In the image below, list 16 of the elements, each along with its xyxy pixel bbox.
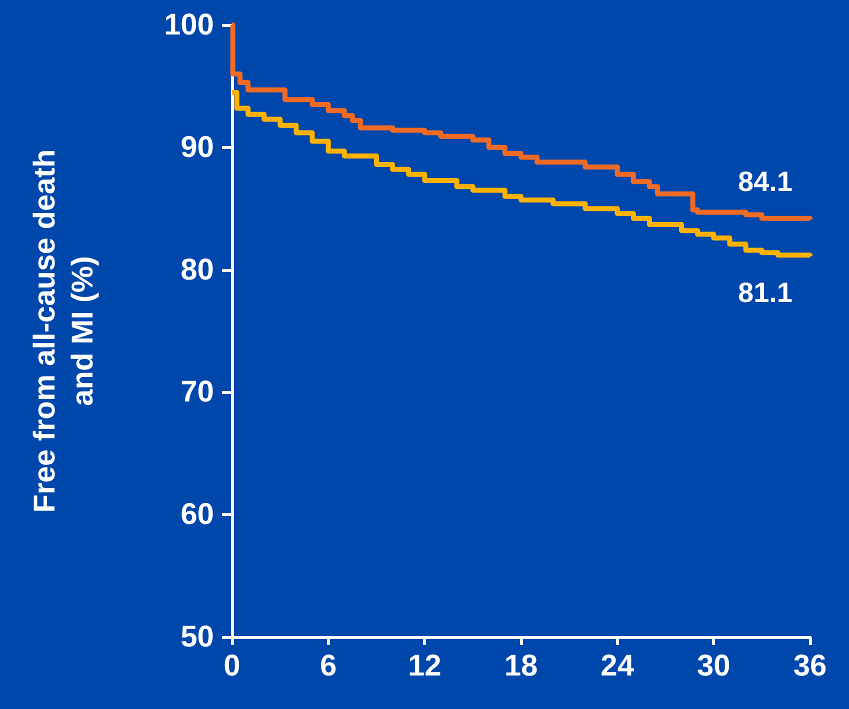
y-axis-title: Free from all-cause death and MI (%): [28, 149, 100, 513]
x-tick-label: 30: [696, 650, 730, 682]
x-tick-label: 12: [408, 650, 442, 682]
data-label: 84.1: [738, 166, 792, 198]
y-tick-label: 70: [180, 376, 214, 409]
y-tick-label: 100: [164, 8, 214, 42]
y-tick-label: 50: [180, 620, 214, 654]
data-label: 81.1: [738, 276, 792, 308]
x-tick-label: 0: [224, 650, 240, 682]
x-tick-label: 36: [793, 650, 827, 682]
x-tick-label: 18: [504, 650, 538, 682]
x-tick-label: 6: [320, 650, 337, 682]
y-tick-label: 60: [180, 498, 214, 532]
x-tick-label: 24: [600, 650, 634, 682]
y-tick-label: 90: [180, 130, 214, 164]
y-tick-label: 80: [180, 253, 214, 286]
